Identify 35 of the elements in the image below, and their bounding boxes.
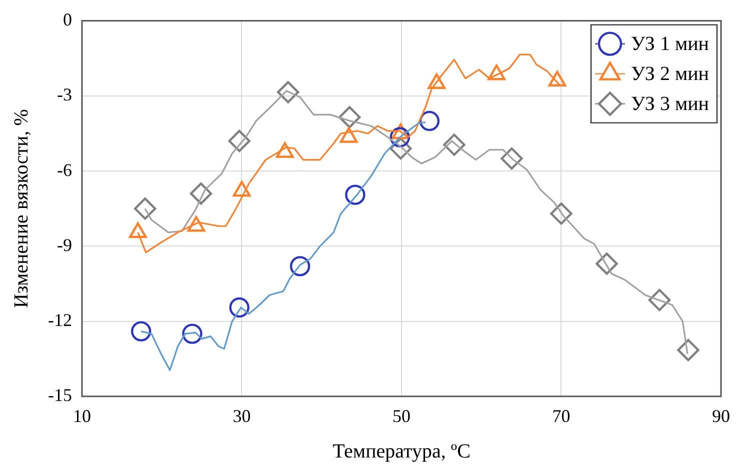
point [443, 134, 466, 156]
point [419, 110, 440, 132]
legend-label: УЗ 2 мин [631, 63, 710, 86]
x-axis-title: Температура, ºС [332, 440, 470, 462]
point [596, 252, 618, 275]
y-tick-label: -6 [56, 160, 72, 180]
point [338, 106, 361, 128]
point [228, 130, 250, 152]
y-tick-label: -3 [56, 84, 72, 105]
point [648, 288, 671, 312]
point [229, 297, 250, 318]
point [290, 256, 310, 276]
point [390, 127, 410, 148]
point [134, 198, 156, 220]
point [550, 202, 572, 225]
legend-label: УЗ 3 мин [631, 93, 710, 116]
x-tick-label: 70 [552, 406, 570, 426]
x-tick-label: 90 [712, 406, 730, 426]
point [276, 81, 300, 104]
x-tick-label: 30 [232, 406, 251, 426]
y-tick-label: 0 [62, 10, 72, 30]
y-tick-label: -15 [48, 385, 72, 406]
point [390, 137, 412, 160]
point [131, 321, 152, 342]
point [345, 184, 366, 205]
legend-label: УЗ 1 мин [631, 33, 710, 56]
point [677, 338, 700, 362]
x-tick-label: 10 [72, 406, 91, 426]
y-tick-label: -12 [48, 310, 72, 330]
point [190, 182, 212, 205]
y-axis-title: Изменение вязкости, % [10, 109, 32, 308]
x-tick-label: 50 [392, 406, 410, 426]
y-tick-label: -9 [56, 234, 72, 255]
point [500, 147, 523, 170]
point [182, 324, 202, 344]
